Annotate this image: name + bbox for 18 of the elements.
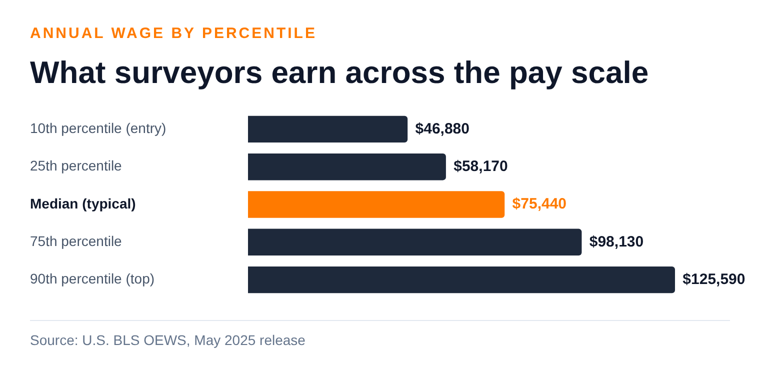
data-label: $125,590 (682, 270, 746, 288)
y-tick-label: 10th percentile (entry) (30, 120, 166, 136)
bar (248, 228, 582, 256)
y-tick-label: 90th percentile (top) (30, 270, 155, 287)
chart-title: What surveyors earn across the pay scale (30, 55, 649, 91)
bar (248, 116, 408, 143)
y-tick-label: Median (typical) (30, 195, 136, 212)
bar (248, 266, 675, 294)
chart-subtitle: ANNUAL WAGE BY PERCENTILE (30, 25, 317, 42)
data-label: $58,170 (454, 158, 508, 175)
data-label: $46,880 (415, 120, 470, 138)
y-tick-label: 75th percentile (30, 233, 122, 249)
data-label: $75,440 (512, 196, 567, 213)
source-note: Source: U.S. BLS OEWS, May 2025 release (30, 332, 306, 348)
data-label: $98,130 (589, 233, 644, 250)
y-tick-label: 25th percentile (30, 158, 122, 174)
bar (248, 154, 446, 180)
bar (248, 191, 505, 218)
